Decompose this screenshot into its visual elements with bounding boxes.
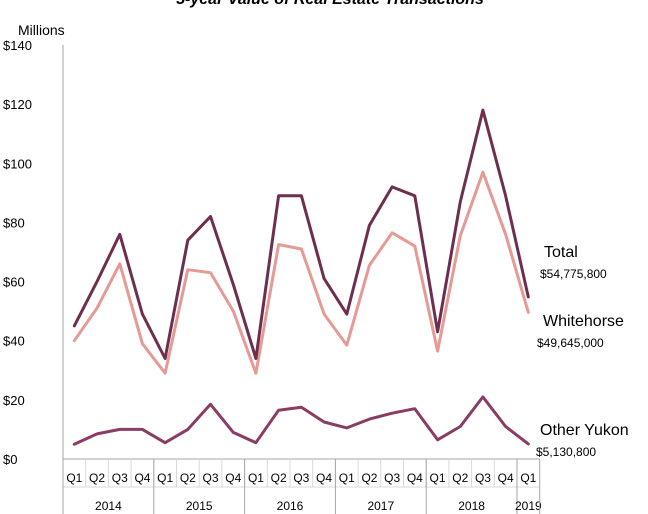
x-tick-label: Q2 xyxy=(361,471,377,485)
y-tick-label: $100 xyxy=(3,156,32,171)
chart-title: 5-year Value of Real Estate Transactions xyxy=(176,0,484,8)
y-tick-label: $80 xyxy=(3,215,25,230)
x-group-label: 2017 xyxy=(367,499,394,513)
y-tick-label: $20 xyxy=(3,393,25,408)
y-tick-label: $0 xyxy=(3,452,17,467)
y-tick-label: $40 xyxy=(3,334,25,349)
series-lines xyxy=(72,108,530,446)
x-tick-label: Q3 xyxy=(293,471,309,485)
x-group-label: 2016 xyxy=(277,499,304,513)
x-tick-label: Q1 xyxy=(248,471,264,485)
y-tick-label: $140 xyxy=(3,38,32,53)
x-tick-label: Q3 xyxy=(475,471,491,485)
x-tick-label: Q4 xyxy=(316,471,332,485)
x-tick-label: Q3 xyxy=(203,471,219,485)
series-end-value-other-yukon: $5,130,800 xyxy=(536,445,596,459)
series-name-total: Total xyxy=(544,244,578,261)
series-end-labels: Total $54,775,800 Whitehorse $49,645,000 Oth… xyxy=(536,244,629,459)
y-tick-label: $60 xyxy=(3,275,25,290)
y-tick-label: $120 xyxy=(3,97,32,112)
series-end-value-total: $54,775,800 xyxy=(540,267,607,281)
x-group-label: 2019 xyxy=(515,499,542,513)
x-tick-label: Q2 xyxy=(271,471,287,485)
x-tick-label: Q3 xyxy=(112,471,128,485)
x-tick-label: Q2 xyxy=(180,471,196,485)
x-tick-label: Q4 xyxy=(134,471,150,485)
y-axis-title: Millions xyxy=(18,22,65,38)
series-line-total xyxy=(72,108,530,360)
x-tick-label: Q1 xyxy=(430,471,446,485)
x-tick-label: Q1 xyxy=(157,471,173,485)
series-name-whitehorse: Whitehorse xyxy=(543,313,624,330)
x-tick-label: Q4 xyxy=(498,471,514,485)
x-tick-label: Q4 xyxy=(225,471,241,485)
y-axis-ticks: $0 $20 $40 $60 $80 $100 $120 $140 xyxy=(3,38,32,467)
x-group-label: 2018 xyxy=(458,499,485,513)
x-group-label: 2015 xyxy=(186,499,213,513)
x-tick-label: Q2 xyxy=(452,471,468,485)
x-group-label: 2014 xyxy=(95,499,122,513)
x-tick-label: Q2 xyxy=(89,471,105,485)
series-line-whitehorse xyxy=(72,170,530,375)
series-end-value-whitehorse: $49,645,000 xyxy=(537,336,604,350)
series-line-other-yukon xyxy=(72,395,530,446)
x-tick-label: Q3 xyxy=(384,471,400,485)
x-tick-label: Q4 xyxy=(407,471,423,485)
x-tick-label: Q1 xyxy=(66,471,82,485)
series-name-other-yukon: Other Yukon xyxy=(540,422,629,439)
x-tick-label: Q1 xyxy=(520,471,536,485)
x-axis: Q1 Q2 Q3 Q4 Q1 Q2 Q3 Q4 Q1 Q2 Q3 Q4 Q1 Q2 Q3 Q4 Q1 Q2 Q3 Q4… xyxy=(62,458,542,514)
x-tick-label: Q1 xyxy=(339,471,355,485)
